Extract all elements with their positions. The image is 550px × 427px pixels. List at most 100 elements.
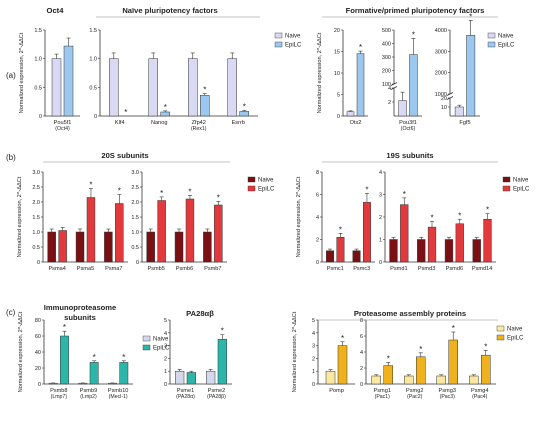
y-tick-label: 8 (360, 318, 363, 324)
bar-naive (108, 382, 117, 385)
legend-swatch-epilc (502, 185, 511, 192)
x-tick-label: Psmb9 (80, 388, 97, 394)
x-tick-label: Zfp42 (192, 120, 206, 126)
panel-label: (a) (6, 71, 16, 80)
significance-star: * (452, 324, 455, 333)
bar-naive (417, 239, 426, 263)
x-tick-label: Psmb10 (108, 388, 129, 394)
significance-star: * (124, 108, 127, 117)
bar-epilc (200, 95, 210, 117)
significance-star: * (419, 345, 422, 354)
y-tick-label: 3 (312, 344, 315, 350)
x-tick-label: Psma5 (77, 266, 94, 272)
x-tick-label: Psmd14 (472, 266, 493, 272)
y-axis-label: Normalized expression, 2^-ΔΔCt (292, 311, 298, 392)
y-tick-label: 0 (136, 260, 139, 266)
bar-epilc (383, 365, 393, 385)
bar-naive (436, 375, 446, 385)
legend-swatch-epilc (496, 334, 505, 341)
significance-star: * (122, 353, 125, 362)
significance-star: * (339, 225, 342, 234)
x-tick-label: Psma7 (105, 266, 122, 272)
significance-star: * (217, 193, 220, 202)
bar-epilc (217, 338, 227, 385)
x-tick-label: Psmg2 (406, 388, 423, 394)
y-tick-label: 3.0 (32, 170, 40, 176)
bar-epilc (160, 111, 170, 117)
y-tick-label: 0 (37, 260, 40, 266)
significance-star: * (164, 103, 167, 112)
y-tick-label: 4 (388, 86, 391, 92)
legend-swatch-epilc (487, 41, 496, 48)
group-title: Proteasome assembly proteins (354, 309, 466, 318)
y-tick-label: 2 (379, 215, 382, 221)
x-tick-sublabel: (Oct6) (401, 126, 416, 132)
legend: Naive EpiLC (496, 325, 524, 342)
bar-naive (51, 58, 62, 117)
legend-swatch-naive (274, 32, 283, 39)
y-tick-label: 400 (382, 42, 391, 48)
bar-naive (188, 58, 198, 117)
legend-label-naive: Naive (507, 327, 523, 333)
y-tick-label: 5 (337, 93, 340, 99)
bar-naive (174, 231, 184, 263)
legend-swatch-naive (487, 32, 496, 39)
y-tick-label: 2 (360, 366, 363, 372)
x-tick-label: Psmd3 (418, 266, 435, 272)
bar-epilc (58, 230, 67, 263)
legend-swatch-naive (247, 176, 256, 183)
x-tick-sublabel: (Pac2) (407, 394, 423, 400)
bar-epilc (185, 198, 195, 263)
significance-star: * (160, 189, 163, 198)
y-tick-label: 6 (316, 193, 319, 199)
legend-swatch-epilc (247, 185, 256, 192)
legend-swatch-naive (502, 176, 511, 183)
y-axis-label: Normalized expression, 2^-ΔΔCt (18, 311, 24, 392)
bar-naive (326, 250, 334, 263)
bar-naive (206, 370, 216, 385)
significance-star: * (403, 190, 406, 199)
x-tick-label: Pou5f1 (54, 120, 72, 126)
y-tick-label: 1.0 (34, 57, 42, 63)
group-title: Immunoproteasome (44, 303, 117, 312)
bar-naive (47, 231, 56, 263)
bar-naive (227, 58, 237, 117)
significance-star: * (458, 211, 461, 220)
y-tick-label: 0.5 (34, 85, 42, 91)
y-tick-label: 500 (382, 28, 391, 34)
y-tick-label: 10 (334, 71, 340, 77)
y-tick-label: 300 (382, 55, 391, 61)
y-tick-label: 0 (39, 114, 42, 120)
bar-epilc (427, 226, 437, 263)
significance-star: * (203, 86, 206, 95)
bar-naive (472, 239, 481, 263)
legend: Naive EpiLC (247, 176, 275, 193)
legend-swatch-naive (496, 325, 505, 332)
y-axis-label: Normalized expression, 2^-ΔΔCt (296, 176, 302, 257)
bar-epilc (186, 372, 196, 385)
x-tick-label: Psmg3 (439, 388, 456, 394)
x-tick-label: Psme1 (177, 388, 194, 394)
legend-label-epilc: EpiLC (153, 346, 170, 352)
y-tick-label: 3.0 (131, 170, 139, 176)
x-tick-label: Psmc1 (327, 266, 344, 272)
group-title: 19S subunits (386, 151, 433, 160)
x-tick-sublabel: (PA28β) (207, 394, 226, 400)
x-tick-label: Psmc3 (353, 266, 370, 272)
y-tick-label: 1.0 (32, 230, 40, 236)
y-tick-label: 1.0 (89, 57, 97, 63)
y-tick-label: 0 (164, 382, 167, 388)
significance-star: * (89, 181, 92, 190)
x-tick-label: Psmd1 (390, 266, 407, 272)
legend-label-naive: Naive (513, 178, 529, 184)
bar-epilc (416, 356, 426, 385)
x-tick-label: Klf4 (115, 120, 125, 126)
bar-naive (444, 239, 454, 263)
legend: Naive EpiLC (274, 32, 302, 49)
bar-epilc (63, 45, 74, 117)
x-tick-label: Psma4 (48, 266, 65, 272)
y-tick-label: 1.0 (131, 230, 139, 236)
x-tick-label: Otx2 (350, 120, 362, 126)
y-tick-label: 80 (35, 318, 41, 324)
legend-label-epilc: EpiLC (258, 187, 275, 193)
